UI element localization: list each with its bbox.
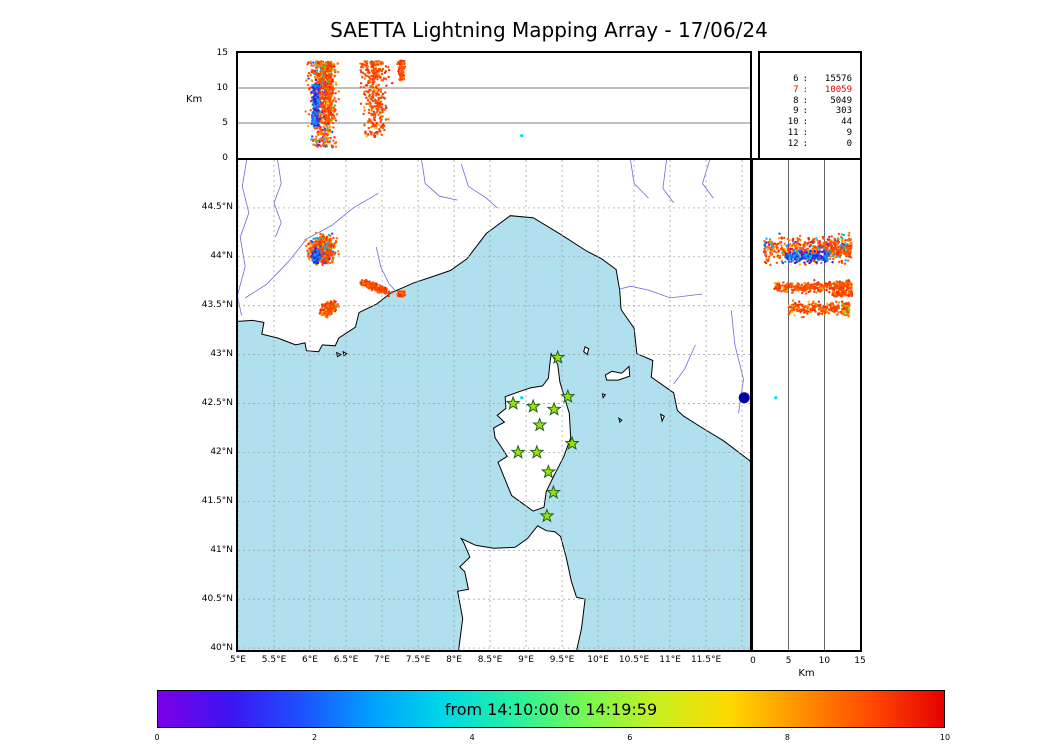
altitude-axis-label-left: Km: [186, 94, 203, 105]
station-marker: [505, 395, 521, 410]
river: [273, 160, 282, 238]
time-colorbar: from 14:10:00 to 14:19:59: [157, 690, 945, 728]
page-title: SAETTA Lightning Mapping Array - 17/06/2…: [330, 18, 768, 42]
lon-tick-label: 5°E: [230, 655, 246, 665]
lat-tick-label: 42.5°N: [201, 398, 233, 409]
river: [460, 163, 498, 209]
lat-tick-label: 42°N: [210, 446, 233, 457]
lon-tick-label: 11°E: [659, 655, 681, 665]
station-marker: [546, 401, 562, 416]
altitude-gridlines: [788, 160, 825, 650]
lat-tick-label: 43°N: [210, 349, 233, 360]
lon-tick-label: 5.5°E: [261, 655, 287, 665]
colorbar-tick-label: 2: [312, 733, 318, 742]
river: [619, 285, 703, 299]
lightning-points-map: [304, 231, 750, 404]
lon-tick-label: 7°E: [374, 655, 390, 665]
station-count-stats-panel: 6:15576 7:10059 8:5049 9:303 10:44 11:9 12:0: [758, 51, 862, 160]
alt-tick-label-bottom: 10: [818, 656, 831, 666]
altitude-longitude-plot: [238, 59, 750, 149]
station-marker: [545, 484, 561, 499]
river: [238, 160, 250, 316]
altitude-longitude-panel: [236, 51, 752, 160]
lat-tick-label: 41.5°N: [201, 495, 233, 506]
river: [702, 160, 714, 199]
station-marker: [540, 464, 557, 479]
stats-row-10: 10:44: [787, 117, 852, 128]
colorbar-tick-label: 4: [469, 733, 475, 742]
lon-tick-label: 9°E: [518, 655, 534, 665]
lat-tick-label: 41°N: [210, 544, 233, 555]
landmass: [238, 160, 750, 463]
station-marker: [560, 388, 576, 404]
colorbar-tick-label: 10: [939, 733, 951, 742]
alt-tick-label-left: 0: [222, 152, 228, 163]
landmass: [604, 365, 631, 381]
station-marker: [525, 398, 541, 413]
colorbar-tick-label: 6: [627, 733, 633, 742]
landmasses: [238, 160, 750, 650]
alt-tick-label-left: 15: [216, 47, 228, 58]
altitude-latitude-panel: [751, 158, 862, 652]
station-marker: [510, 444, 526, 459]
alt-tick-label-bottom: 15: [854, 656, 866, 666]
lon-tick-label: 10°E: [587, 655, 609, 665]
landmass: [457, 525, 586, 650]
lon-tick-label: 7.5°E: [405, 655, 431, 665]
lon-tick-label: 8°E: [446, 655, 462, 665]
colorbar-tick-label: 0: [154, 733, 160, 742]
geographic-map: [238, 160, 750, 650]
station-marker: [550, 349, 566, 364]
landmass: [659, 413, 665, 423]
lon-tick-label: 8.5°E: [477, 655, 503, 665]
lon-tick-label: 10.5°E: [618, 655, 650, 665]
alt-tick-label-left: 5: [222, 117, 228, 128]
station-marker: [532, 417, 548, 432]
stats-row-6: 6:15576: [793, 74, 852, 84]
lon-tick-label: 6°E: [302, 655, 318, 665]
colorbar-tick-label: 8: [784, 733, 790, 742]
alt-tick-label-bottom: 0: [750, 656, 756, 666]
map-panel: [236, 158, 752, 652]
stats-row-9: 9:303: [793, 106, 852, 117]
landmass: [601, 393, 607, 399]
stats-rows: 6:15576 7:10059 8:5049 9:303 10:44 11:9 12:0: [760, 53, 860, 150]
river: [662, 160, 675, 204]
river: [630, 160, 649, 199]
landmass: [618, 417, 623, 424]
station-marker: [564, 435, 580, 451]
lightning-points-latitude: [762, 231, 854, 400]
lat-tick-label: 44°N: [210, 251, 233, 262]
lma-stations: [505, 349, 580, 523]
stats-row-12: 12:0: [787, 138, 852, 149]
stats-row-11: 11:9: [787, 127, 852, 138]
altitude-latitude-plot: [762, 160, 854, 650]
station-marker: [529, 444, 545, 459]
lat-tick-label: 40°N: [210, 642, 233, 653]
landmass: [583, 346, 590, 356]
stats-row-8: 8:5049: [793, 95, 852, 106]
lat-tick-label: 44.5°N: [201, 202, 233, 213]
alt-tick-label-bottom: 5: [785, 656, 792, 666]
colorbar-label: from 14:10:00 to 14:19:59: [444, 699, 658, 719]
alt-tick-label-left: 10: [216, 82, 228, 93]
stats-row-7: 7:10059: [793, 84, 852, 95]
altitude-axis-label-bottom: Km: [798, 668, 815, 679]
river: [421, 160, 458, 201]
map-gridlines: [238, 160, 750, 650]
lon-tick-label: 11.5°E: [690, 655, 722, 665]
lat-tick-label: 43.5°N: [201, 300, 233, 311]
lon-tick-label: 6.5°E: [333, 655, 359, 665]
lat-tick-label: 40.5°N: [201, 593, 233, 604]
station-marker: [539, 508, 555, 523]
lightning-points-altitude: [304, 59, 524, 149]
lon-tick-label: 9.5°E: [549, 655, 575, 665]
river: [673, 344, 696, 385]
